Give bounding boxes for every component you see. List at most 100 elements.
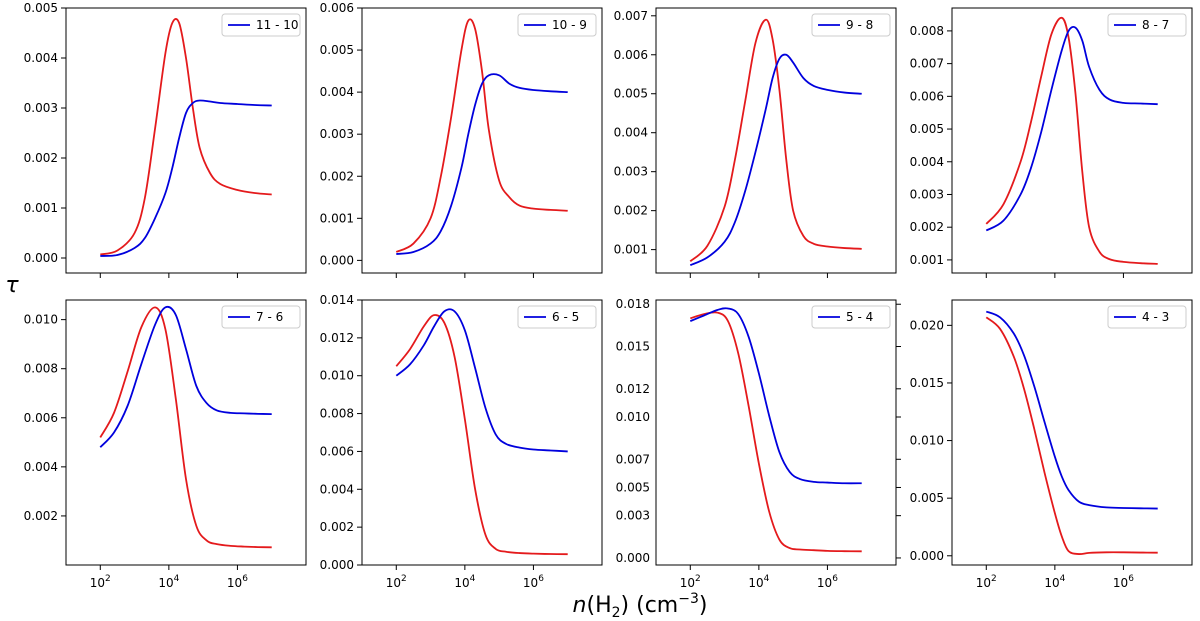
y-tick-label: 0.002 [24, 151, 58, 165]
panel-frame [65, 299, 307, 566]
y-axis-title: τ [5, 273, 19, 298]
legend-label: 9 - 8 [846, 18, 873, 32]
legend: 6 - 5 [517, 305, 597, 329]
y-tick-label: 0.000 [24, 251, 58, 265]
blue-series-line [99, 305, 272, 448]
y-tick-label: 0.010 [616, 410, 650, 424]
y-tick-label: 0.005 [910, 122, 944, 136]
x-tick-label: 102 [976, 574, 997, 590]
y-tick-label: 0.004 [24, 51, 58, 65]
x-axis-title: n(H2) (cm−3) [573, 591, 708, 621]
panel-1: 0.000 0.001 0.002 0.003 0.004 0.005 11 - 10 [24, 1, 307, 278]
panel-frame [655, 7, 897, 274]
y-tick-label: 0.007 [910, 57, 944, 71]
panel-4: 0.001 0.002 0.003 0.004 0.005 0.006 0.007 0.008… [910, 7, 1193, 278]
panel-frame [361, 7, 603, 274]
y-tick-label: 0.002 [320, 169, 354, 183]
y-tick-label: 0.008 [320, 407, 354, 421]
panel-frame [951, 7, 1193, 274]
legend-label: 11 - 10 [256, 18, 299, 32]
y-tick-label: 0.000 [320, 253, 354, 267]
y-tick-label: 0.015 [616, 340, 650, 354]
legend-box [1107, 13, 1187, 37]
y-tick-label: 0.000 [910, 549, 944, 563]
y-tick-label: 0.003 [616, 509, 650, 523]
panels-group: 0.000 0.001 0.002 0.003 0.004 0.005 11 - 10 0.0… [24, 1, 1193, 590]
legend: 5 - 4 [811, 305, 891, 329]
legend-box [517, 13, 597, 37]
y-tick-label: 0.002 [614, 204, 648, 218]
y-tick-label: 0.005 [320, 43, 354, 57]
y-tick-label: 0.001 [24, 201, 58, 215]
y-tick-label: 0.004 [320, 482, 354, 496]
legend-label: 6 - 5 [552, 310, 579, 324]
red-series-line [985, 316, 1158, 555]
legend-label: 10 - 9 [552, 18, 587, 32]
blue-series-line [985, 310, 1158, 510]
panel-5: 102 104 106 0.002 0.004 0.006 0.008 0.010 7 - 6 [24, 299, 307, 590]
legend-box [1107, 305, 1187, 329]
legend-box [517, 305, 597, 329]
y-tick-label: 0.010 [910, 434, 944, 448]
legend: 8 - 7 [1107, 13, 1187, 37]
y-tick-label: 0.001 [910, 253, 944, 267]
panel-6: 102 104 106 0.000 0.002 0.004 0.006 0.008 0.010 0… [320, 293, 603, 590]
legend-label: 8 - 7 [1142, 18, 1169, 32]
y-tick-label: 0.000 [320, 558, 354, 572]
legend-label: 7 - 6 [256, 310, 283, 324]
y-tick-label: 0.006 [320, 1, 354, 15]
y-tick-label: 0.002 [320, 520, 354, 534]
red-series-line [395, 18, 568, 253]
y-tick-label: 0.006 [24, 411, 58, 425]
y-tick-label: 0.004 [910, 155, 944, 169]
y-tick-label: 0.006 [614, 48, 648, 62]
y-tick-label: 0.020 [910, 318, 944, 332]
y-tick-label: 0.003 [614, 165, 648, 179]
legend: 4 - 3 [1107, 305, 1187, 329]
y-tick-label: 0.004 [614, 126, 648, 140]
red-series-line [689, 18, 862, 263]
y-tick-label: 0.003 [24, 101, 58, 115]
y-tick-label: 0.007 [614, 9, 648, 23]
panel-frame [655, 299, 897, 566]
y-tick-label: 0.006 [910, 89, 944, 103]
red-series-line [100, 18, 272, 256]
x-tick-label: 104 [748, 574, 769, 590]
y-tick-label: 0.003 [910, 187, 944, 201]
x-tick-label: 104 [158, 574, 179, 590]
red-series-line [690, 311, 862, 553]
blue-series-line [100, 99, 272, 257]
y-tick-label: 0.010 [24, 313, 58, 327]
x-tick-label: 104 [1044, 574, 1065, 590]
y-tick-label: 0.002 [24, 509, 58, 523]
x-tick-label: 106 [1113, 574, 1134, 590]
blue-series-line [396, 73, 568, 255]
legend: 11 - 10 [221, 13, 301, 37]
panel-frame [65, 7, 307, 274]
y-tick-label: 0.012 [320, 331, 354, 345]
blue-series-line [395, 308, 568, 453]
legend: 10 - 9 [517, 13, 597, 37]
y-tick-label: 0.008 [910, 24, 944, 38]
y-tick-label: 0.000 [616, 551, 650, 565]
x-tick-label: 106 [817, 574, 838, 590]
legend-label: 4 - 3 [1142, 310, 1169, 324]
x-tick-label: 106 [523, 574, 544, 590]
blue-series-line [985, 26, 1158, 232]
panel-3: 0.001 0.002 0.003 0.004 0.005 0.006 0.007 9 - 8 [614, 7, 897, 278]
legend-box [221, 13, 301, 37]
red-series-line [395, 314, 568, 556]
y-tick-label: 0.008 [24, 362, 58, 376]
y-tick-label: 0.015 [910, 376, 944, 390]
y-tick-label: 0.007 [616, 452, 650, 466]
y-tick-label: 0.004 [24, 460, 58, 474]
x-tick-label: 104 [454, 574, 475, 590]
y-tick-label: 0.010 [320, 369, 354, 383]
y-tick-label: 0.001 [320, 211, 354, 225]
y-tick-label: 0.005 [614, 87, 648, 101]
panel-frame [951, 299, 1193, 566]
blue-series-line [689, 53, 862, 267]
panel-frame [361, 299, 603, 566]
y-tick-label: 0.001 [614, 243, 648, 257]
y-tick-label: 0.014 [320, 293, 354, 307]
